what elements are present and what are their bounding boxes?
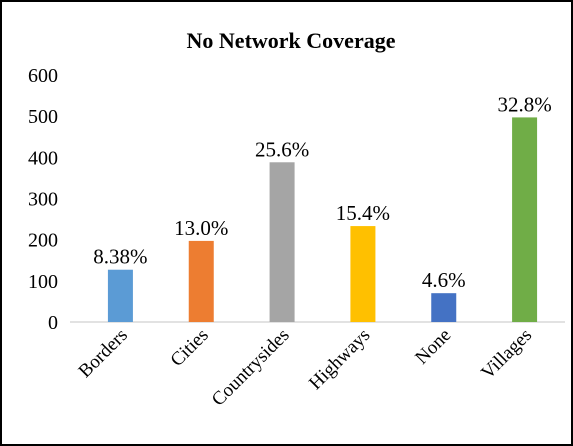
data-label-cities: 13.0%: [174, 216, 228, 240]
y-tick-label: 300: [28, 189, 58, 211]
bar-borders: [107, 269, 133, 322]
bar-villages: [512, 117, 538, 322]
y-tick-label: 100: [28, 271, 58, 293]
bars: [107, 117, 538, 322]
x-tick-label: Countrysides: [208, 325, 294, 411]
bar-cities: [188, 240, 214, 322]
data-label-none: 4.6%: [422, 268, 466, 292]
data-label-villages: 32.8%: [497, 92, 551, 116]
data-label-borders: 8.38%: [93, 245, 147, 269]
x-tick-label: Cities: [167, 325, 213, 371]
bar-countrysides: [269, 162, 295, 322]
y-tick-label: 600: [28, 65, 58, 87]
y-tick-label: 400: [28, 147, 58, 169]
data-labels: 8.38% 13.0% 25.6% 15.4% 4.6% 32.8%: [93, 92, 551, 292]
y-tick-label: 200: [28, 230, 58, 252]
y-tick-label: 500: [28, 106, 58, 128]
y-axis: 0 100 200 300 400 500 600: [28, 65, 58, 334]
x-tick-label: Villages: [477, 325, 536, 384]
x-tick-label: Highways: [305, 325, 374, 394]
data-label-countrysides: 25.6%: [255, 137, 309, 161]
x-tick-label: Borders: [75, 325, 132, 382]
x-tick-label: None: [411, 325, 455, 369]
bar-none: [431, 293, 457, 322]
bar-highways: [350, 226, 376, 322]
data-label-highways: 15.4%: [336, 201, 390, 225]
y-tick-label: 0: [48, 312, 58, 334]
chart-title: No Network Coverage: [187, 28, 396, 53]
